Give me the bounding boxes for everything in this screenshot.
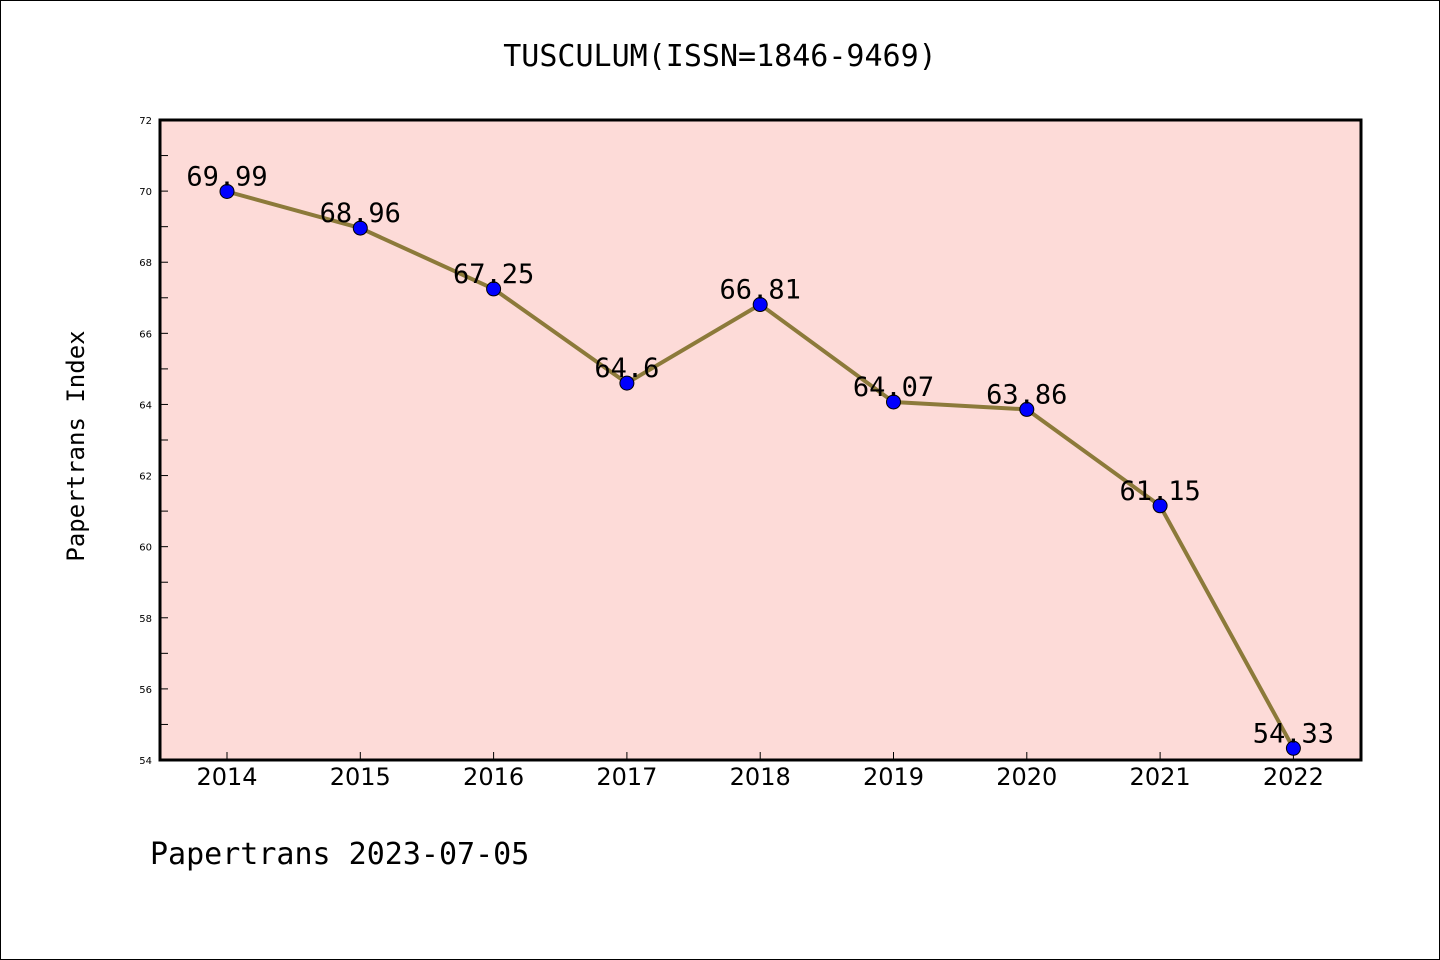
y-axis-label: Papertrans Index: [62, 330, 90, 561]
x-tick-label: 2021: [1130, 763, 1191, 791]
footer-text: Papertrans 2023-07-05: [150, 837, 529, 872]
data-point-label: 68.96: [320, 198, 401, 229]
y-tick-label: 72: [139, 116, 152, 127]
x-tick-label: 2015: [330, 763, 391, 791]
data-point-marker: [886, 394, 901, 410]
data-point-marker: [219, 183, 235, 199]
x-tick-label: 2017: [596, 763, 657, 791]
y-tick-label: 68: [139, 258, 152, 269]
data-point-label: 69.99: [186, 161, 267, 192]
plot-frame: [158, 118, 1363, 762]
data-point-marker: [486, 281, 502, 297]
y-tick-label: 58: [139, 614, 152, 625]
data-point-marker: [1285, 740, 1301, 756]
y-tick-label: 66: [139, 329, 152, 340]
data-point-marker: [352, 220, 368, 236]
data-point-label: 67.25: [453, 259, 534, 290]
x-tick-label: 2020: [996, 763, 1057, 791]
data-label-layer: 69.99 68.96 67.25 64.6 66.81 64.07 63.86 61.15 5…: [186, 161, 1334, 749]
data-point-label: 63.86: [986, 379, 1067, 410]
data-point-label: 64.07: [853, 372, 934, 403]
y-tick-label: 54: [139, 756, 152, 767]
x-tick-label: 2016: [463, 763, 524, 791]
data-point-marker: [752, 297, 768, 313]
x-tick-label: 2022: [1263, 763, 1324, 791]
data-point-label: 66.81: [720, 275, 801, 306]
data-point-label: 64.6: [594, 353, 659, 384]
data-point-marker: [1152, 498, 1168, 514]
x-tick-label: 2018: [730, 763, 791, 791]
data-point-marker: [619, 375, 635, 391]
x-tick-label: 2014: [196, 763, 257, 791]
y-tick-label: 60: [139, 543, 152, 554]
y-tick-label: 62: [139, 472, 152, 483]
x-tick-label: 2019: [863, 763, 924, 791]
y-tick-label: 64: [139, 400, 152, 411]
chart-title: TUSCULUM(ISSN=1846-9469): [503, 39, 936, 74]
data-point-marker: [1019, 401, 1035, 417]
data-point-label: 61.15: [1119, 476, 1200, 507]
data-point-label: 54.33: [1253, 718, 1334, 749]
y-tick-label: 70: [139, 187, 152, 198]
marker-layer: [219, 183, 1301, 756]
y-tick-label: 56: [139, 685, 152, 696]
